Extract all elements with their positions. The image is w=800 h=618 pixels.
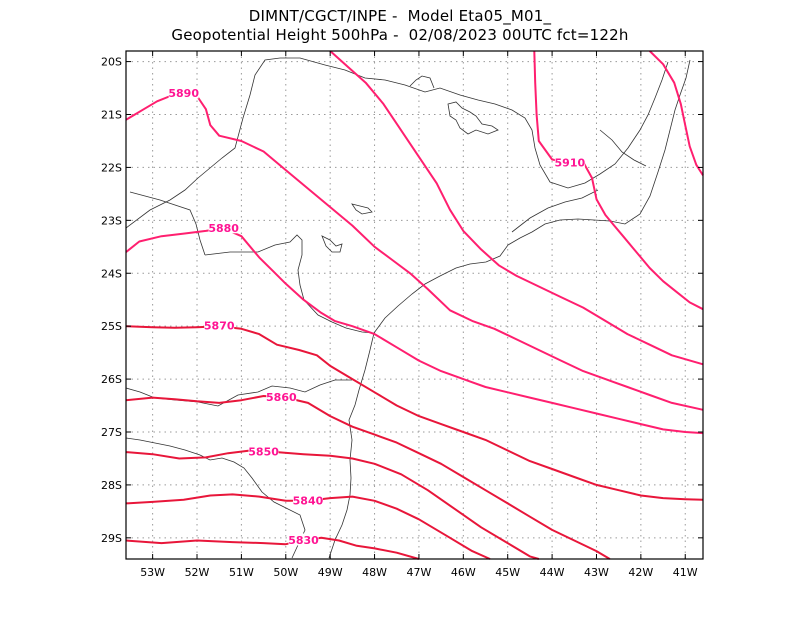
contour-lines (125, 50, 704, 560)
axis-ticks: 53W 52W 51W 50W 49W 48W 47W 46W 45W 44W 43W 42W 41W 2… (101, 51, 703, 579)
lon-tick-label: 53W (140, 566, 165, 579)
lat-tick-label: 29S (101, 532, 122, 545)
border-pr-sc (204, 234, 375, 334)
contour-label-bg (168, 86, 199, 99)
contour-5890 (125, 92, 704, 411)
contour-label-bg (554, 156, 585, 169)
contour-labels: 5830 5840 5850 5860 5870 5880 5890 5910 (168, 86, 585, 547)
lon-tick-label: 50W (273, 566, 298, 579)
map-title: DIMNT/CGCT/INPE - Model Eta05_M01_ (248, 7, 552, 25)
lat-tick-label: 25S (101, 320, 122, 333)
contour-5900 (329, 50, 704, 366)
contour-label-bg (266, 390, 297, 403)
lon-tick-label: 42W (628, 566, 653, 579)
contour-label-5890: 5890 (168, 87, 199, 100)
lat-tick-label: 27S (101, 426, 122, 439)
lon-tick-label: 45W (495, 566, 520, 579)
lon-tick-label: 43W (584, 566, 609, 579)
contour-5920 (648, 50, 704, 176)
border-ms-sp (125, 57, 326, 229)
contour-5850 (125, 449, 540, 560)
border-sp-rj (511, 189, 599, 233)
border-sp-mg (324, 61, 669, 189)
coastline (328, 59, 691, 559)
lat-tick-label: 23S (101, 214, 122, 227)
contour-label-bg (292, 493, 323, 506)
lon-tick-label: 51W (229, 566, 254, 579)
lon-tick-label: 48W (362, 566, 387, 579)
contour-label-5850: 5850 (248, 446, 279, 459)
lat-tick-label: 21S (101, 109, 122, 122)
state-borders (125, 57, 691, 559)
contour-5870 (125, 325, 704, 501)
reservoir-3 (321, 235, 343, 253)
contour-5860 (125, 395, 611, 560)
river-2 (599, 129, 647, 167)
contour-label-bg (288, 533, 319, 546)
lon-tick-label: 41W (673, 566, 698, 579)
contour-label-bg (204, 319, 235, 332)
river-1 (409, 75, 435, 89)
lat-tick-label: 28S (101, 479, 122, 492)
reservoir-2 (351, 203, 373, 215)
map-frame (125, 50, 704, 560)
contour-label-bg (248, 445, 279, 458)
border-south (125, 437, 306, 559)
contour-label-bg (208, 221, 239, 234)
contour-label-5830: 5830 (288, 534, 319, 547)
contour-label-5870: 5870 (204, 320, 235, 333)
contour-label-5840: 5840 (293, 494, 324, 507)
lat-tick-label: 26S (101, 373, 122, 386)
lon-tick-label: 44W (540, 566, 565, 579)
reservoir-1 (447, 101, 499, 135)
contour-label-5880: 5880 (208, 222, 239, 235)
map-subtitle: Geopotential Height 500hPa - 02/08/2023 … (171, 26, 629, 44)
lat-lon-grid (126, 51, 703, 559)
contour-label-5910: 5910 (555, 157, 586, 170)
border-sc-rs (125, 379, 352, 407)
contour-label-5860: 5860 (266, 391, 297, 404)
lon-tick-label: 52W (185, 566, 210, 579)
border-west (129, 191, 206, 256)
lon-tick-label: 47W (407, 566, 432, 579)
lat-tick-label: 24S (101, 267, 122, 280)
lat-tick-label: 22S (101, 161, 122, 174)
contour-5910 (533, 50, 704, 311)
lon-tick-label: 46W (451, 566, 476, 579)
lat-tick-label: 20S (101, 56, 122, 69)
lon-tick-label: 49W (318, 566, 343, 579)
